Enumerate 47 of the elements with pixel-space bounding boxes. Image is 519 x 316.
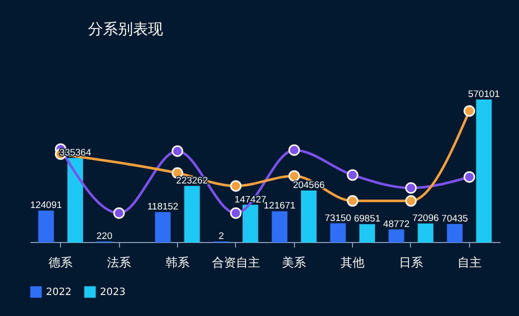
data-label: 121671: [264, 200, 296, 212]
bar: [242, 204, 258, 242]
bar: [184, 186, 200, 242]
data-label: 70435: [442, 213, 468, 224]
bar: [476, 100, 492, 242]
bar: [155, 212, 171, 242]
chart-title: 分系别表现: [88, 20, 163, 38]
point: [346, 169, 358, 181]
data-label: 72096: [412, 213, 439, 224]
bar: [330, 223, 346, 242]
point: [172, 145, 184, 157]
x-tick-label: 合资自主: [212, 256, 260, 270]
point: [230, 207, 242, 219]
bar: [446, 224, 463, 242]
point: [346, 195, 358, 207]
point: [464, 171, 476, 183]
point: [288, 144, 300, 156]
legend-label: 2022: [46, 287, 72, 298]
data-label: 220: [96, 230, 112, 242]
bar: [359, 224, 375, 242]
x-tick-label: 日系: [398, 256, 423, 270]
bar: [300, 190, 317, 242]
data-label: 118152: [147, 202, 178, 213]
point: [405, 195, 417, 207]
bar: [388, 229, 404, 242]
bar: [272, 211, 288, 242]
bar: [67, 158, 84, 242]
legend-label: 2023: [100, 287, 126, 298]
x-tick-label: 其他: [340, 256, 365, 270]
data-label: 69851: [354, 214, 380, 225]
data-label: 48772: [383, 218, 410, 230]
x-tick-label: 韩系: [165, 256, 190, 270]
x-tick-label: 自主: [457, 256, 482, 270]
point: [113, 207, 125, 219]
x-tick-label: 德系: [48, 256, 73, 270]
data-label: 570101: [468, 89, 500, 100]
point: [405, 182, 417, 194]
point: [288, 170, 300, 182]
data-label: 124091: [30, 200, 62, 212]
data-label: 2: [218, 231, 224, 242]
bar: [418, 224, 434, 242]
x-tick-label: 法系: [107, 256, 132, 270]
x-tick-label: 美系: [282, 256, 306, 270]
data-label: 73150: [324, 212, 352, 224]
bar: [38, 210, 54, 242]
point: [464, 105, 476, 117]
point: [230, 180, 242, 192]
